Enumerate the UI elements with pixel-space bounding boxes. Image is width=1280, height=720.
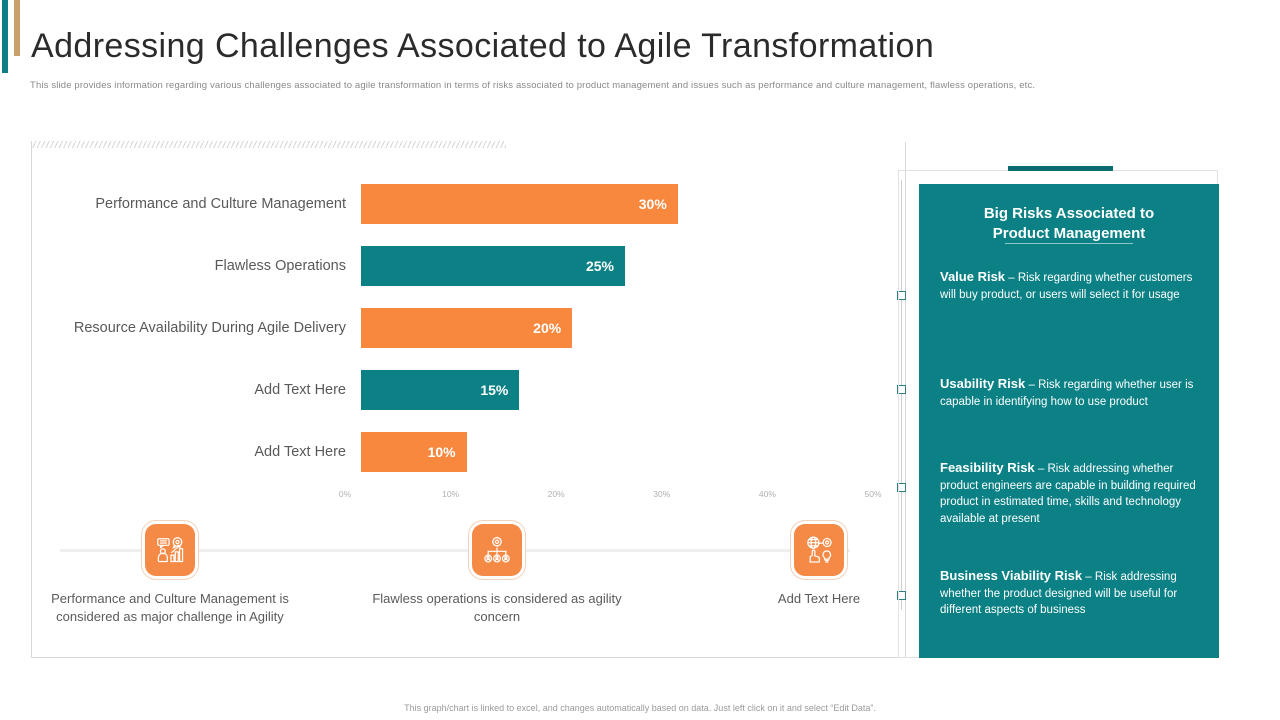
bar-category-label: Add Text Here (254, 382, 346, 398)
bar-category-label: Resource Availability During Agile Deliv… (73, 320, 346, 336)
bar-fill: 30% (361, 184, 678, 224)
risk-item: Feasibility Risk – Risk addressing wheth… (940, 460, 1198, 527)
bar-category-label: Performance and Culture Management (95, 196, 346, 212)
icon-caption: Add Text Here (777, 591, 861, 606)
panel-connector-line (901, 180, 902, 610)
risk-item-dash: – (1025, 379, 1039, 391)
bar-track: 15% (361, 370, 906, 410)
risks-panel-title-rule (1005, 243, 1133, 244)
bar-value-label: 10% (427, 444, 456, 460)
axis-tick-label: 0% (338, 489, 352, 499)
risk-item: Usability Risk – Risk regarding whether … (940, 376, 1198, 410)
risks-panel-tab (1008, 166, 1113, 171)
icon-caption: Flawless operations is considered as agi… (372, 591, 622, 624)
bar-value-label: 15% (480, 382, 509, 398)
axis-tick-label: 20% (547, 489, 565, 499)
bar-value-label: 20% (533, 320, 562, 336)
bar-track: 30% (361, 184, 906, 224)
risk-item: Business Viability Risk – Risk addressin… (940, 568, 1198, 619)
bar-row: Add Text Here 15% (31, 370, 906, 410)
bar-category-label: Add Text Here (254, 444, 346, 460)
bar-row: Performance and Culture Management 30% (31, 184, 906, 224)
risk-item-dash: – (1082, 571, 1095, 583)
accent-bar-teal (2, 0, 8, 73)
bar-value-label: 30% (638, 196, 667, 212)
risks-panel-title-line2: Product Management (992, 225, 1146, 242)
innovation-idea-icon[interactable] (794, 524, 844, 576)
risk-item-name: Business Viability Risk (940, 568, 1083, 583)
bar-fill: 20% (361, 308, 573, 348)
risk-item-description: Risk regarding whether user is capable i… (940, 379, 1194, 408)
bar-track: 20% (361, 308, 906, 348)
bar-row: Resource Availability During Agile Deliv… (31, 308, 906, 348)
bar-track: 10% (361, 432, 906, 472)
frame-hatch-decoration (31, 141, 506, 148)
risks-panel-title-line1: Big Risks Associated to (983, 205, 1155, 222)
footer-note: This graph/chart is linked to excel, and… (404, 703, 876, 713)
connector-dot-3 (897, 483, 906, 492)
bar-row: Add Text Here 10% (31, 432, 906, 472)
process-hierarchy-icon[interactable] (472, 524, 522, 576)
risk-item-description: Risk addressing whether product engineer… (940, 463, 1196, 525)
risk-item-name: Usability Risk (940, 376, 1026, 391)
bar-category-label: Flawless Operations (214, 258, 346, 274)
connector-dot-1 (897, 291, 906, 300)
page-title: Addressing Challenges Associated to Agil… (31, 27, 935, 65)
risks-panel-title: Big Risks Associated to Product Manageme… (919, 204, 1219, 244)
risk-item: Value Risk – Risk regarding whether cust… (940, 269, 1198, 303)
accent-bar-tan (14, 0, 20, 56)
bar-chart: Performance and Culture Management 30% Fla… (31, 142, 906, 522)
connector-dot-4 (897, 591, 906, 600)
connector-dot-2 (897, 385, 906, 394)
risk-item-name: Value Risk (940, 269, 1006, 284)
risk-item-dash: – (1005, 272, 1018, 284)
risk-item-description: Risk regarding whether customers will bu… (940, 272, 1193, 301)
bar-fill: 15% (361, 370, 520, 410)
risks-panel: Big Risks Associated to Product Manageme… (919, 184, 1219, 658)
axis-tick-label: 50% (864, 489, 882, 499)
performance-culture-icon[interactable] (145, 524, 195, 576)
axis-tick-label: 10% (442, 489, 460, 499)
content-frame (31, 142, 906, 658)
bar-fill: 25% (361, 246, 625, 286)
bar-fill: 10% (361, 432, 467, 472)
icon-caption: Performance and Culture Management is co… (51, 591, 289, 624)
axis-tick-label: 30% (653, 489, 671, 499)
page-subtitle: This slide provides information regardin… (30, 80, 1036, 91)
icon-timeline-line (60, 549, 850, 552)
chart-x-axis: 0% 10% 20% 30% 40% 50% (339, 489, 882, 505)
bar-track: 25% (361, 246, 906, 286)
bar-value-label: 25% (585, 258, 614, 274)
risk-item-name: Feasibility Risk (940, 460, 1035, 475)
axis-tick-label: 40% (758, 489, 776, 499)
risk-item-description: Risk addressing whether the product desi… (940, 571, 1178, 616)
bar-row: Flawless Operations 25% (31, 246, 906, 286)
risk-item-dash: – (1034, 463, 1048, 475)
